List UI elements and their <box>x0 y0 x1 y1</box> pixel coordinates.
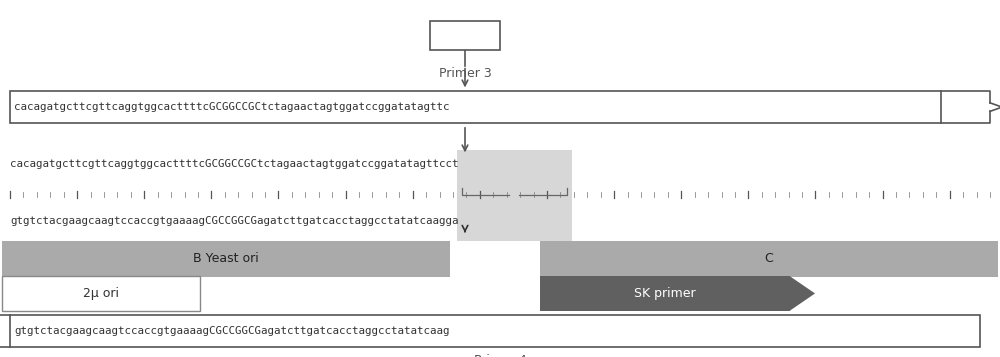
Text: gtgtctacgaagcaagtccaccgtgaaaagCGCCGGCGagatcttgatcacctaggcctatatcaag: gtgtctacgaagcaagtccaccgtgaaaagCGCCGGCGag… <box>14 326 450 336</box>
FancyBboxPatch shape <box>10 91 941 123</box>
Text: 2μ ori: 2μ ori <box>83 287 119 300</box>
FancyBboxPatch shape <box>2 276 200 311</box>
FancyBboxPatch shape <box>10 315 980 347</box>
Polygon shape <box>790 276 815 311</box>
Text: gtgtctacgaagcaagtccaccgtgaaaagCGCCGGCGagatcttgatcacctaggcctatatcaagga: gtgtctacgaagcaagtccaccgtgaaaagCGCCGGCGag… <box>10 216 458 226</box>
Text: C: C <box>765 252 773 265</box>
Text: Primer 3: Primer 3 <box>439 67 491 80</box>
Text: Primer 4: Primer 4 <box>474 355 526 357</box>
FancyBboxPatch shape <box>540 276 790 311</box>
Text: cacagatgcttcgttcaggtggcacttttcGCGGCCGCtctagaactagtggatccggatatagttc: cacagatgcttcgttcaggtggcacttttcGCGGCCGCtc… <box>14 102 450 112</box>
Text: NotI: NotI <box>450 29 480 42</box>
FancyBboxPatch shape <box>457 150 572 241</box>
FancyBboxPatch shape <box>430 21 500 50</box>
Text: B Yeast ori: B Yeast ori <box>193 252 259 265</box>
Text: SK primer: SK primer <box>634 287 696 300</box>
FancyBboxPatch shape <box>540 241 998 277</box>
FancyBboxPatch shape <box>2 241 450 277</box>
Text: cacagatgcttcgttcaggtggcacttttcGCGGCCGCtctagaactagtggatccggatatagttcct: cacagatgcttcgttcaggtggcacttttcGCGGCCGCtc… <box>10 159 458 169</box>
